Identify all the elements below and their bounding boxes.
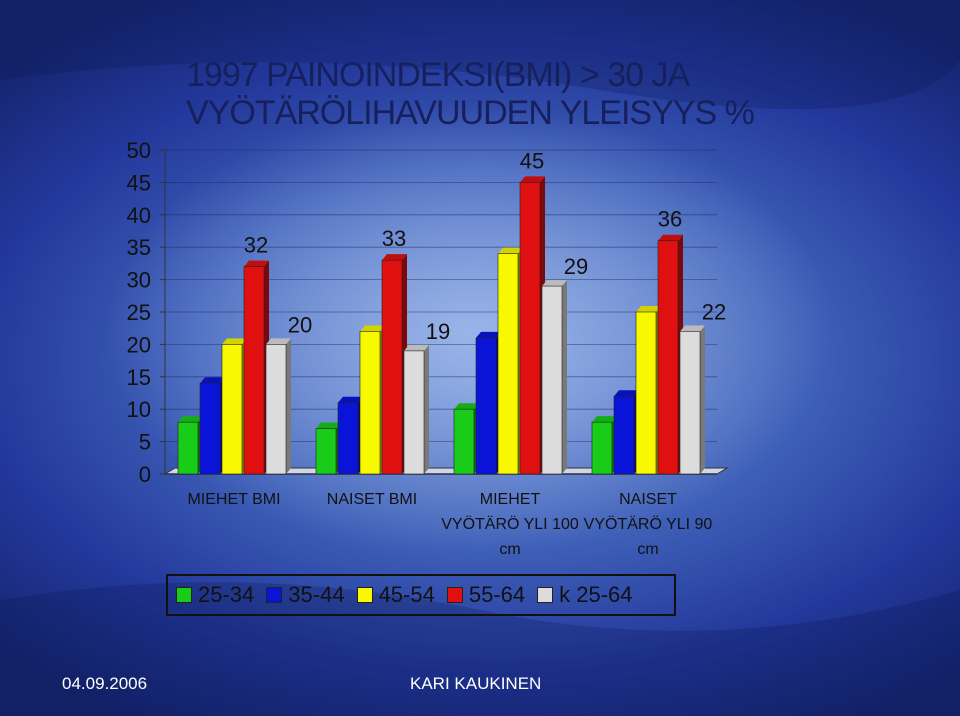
y-tick-label: 35 — [127, 235, 151, 260]
data-label: 45 — [520, 148, 544, 173]
legend-swatch — [446, 587, 463, 603]
y-tick-label: 45 — [127, 170, 151, 195]
x-category-label: MIEHET — [480, 491, 541, 508]
bar-top — [592, 416, 617, 423]
bar — [453, 408, 475, 475]
bar-top — [476, 331, 501, 338]
legend-label: k 25-64 — [559, 582, 633, 607]
bar — [199, 382, 221, 475]
x-category-label: VYÖTÄRÖ YLI 100 — [441, 515, 579, 533]
y-tick-label: 25 — [127, 300, 151, 325]
legend-label: 25-34 — [198, 582, 255, 607]
slide-title: 1997 PAINOINDEKSI(BMI) > 30 JA VYÖTÄRÖLI… — [186, 56, 886, 132]
data-label: 20 — [288, 312, 312, 337]
title-line-2: VYÖTÄRÖLIHAVUUDEN YLEISYYS % — [186, 94, 755, 132]
slide-author: KARI KAUKINEN — [410, 674, 542, 693]
title-line-1: 1997 PAINOINDEKSI(BMI) > 30 JA — [186, 56, 690, 94]
data-label: 19 — [426, 319, 450, 344]
bar-top — [680, 325, 705, 332]
bar-side — [286, 338, 291, 474]
data-label: 22 — [702, 299, 726, 324]
bar — [519, 182, 541, 475]
bar — [381, 259, 403, 475]
y-tick-label: 20 — [127, 332, 151, 357]
bar — [657, 240, 679, 475]
y-tick-label: 15 — [127, 365, 151, 390]
bar-top — [542, 280, 567, 287]
bar — [403, 350, 425, 475]
bar — [635, 311, 657, 475]
bar-top — [178, 416, 203, 423]
bar — [679, 331, 701, 475]
bar-side — [700, 325, 705, 474]
x-category-label: MIEHET BMI — [187, 491, 280, 508]
bar-top — [338, 396, 363, 403]
bar-top — [498, 247, 523, 254]
bar-top — [266, 338, 291, 345]
bar-top — [636, 306, 661, 312]
bar-top — [244, 260, 269, 267]
bar — [221, 344, 243, 475]
bar — [591, 421, 613, 475]
bar-top — [454, 403, 479, 410]
bar — [177, 421, 199, 475]
x-category-label: cm — [499, 541, 520, 558]
legend-swatch — [176, 587, 192, 603]
y-tick-label: 50 — [127, 138, 151, 163]
bar-top — [222, 338, 247, 345]
legend-item: 55-64 — [446, 582, 526, 608]
legend-label: 35-44 — [288, 582, 345, 607]
legend-swatch — [537, 587, 554, 603]
data-label: 36 — [658, 207, 682, 232]
legend-item: k 25-64 — [537, 582, 633, 608]
bar-top — [382, 254, 407, 261]
legend-item: 25-34 — [176, 582, 254, 608]
legend-item: 35-44 — [266, 582, 345, 608]
bar — [265, 344, 287, 475]
legend-label: 55-64 — [468, 582, 526, 607]
legend-swatch — [356, 587, 373, 603]
chart-legend: 25-34 35-44 45-54 55-64 k 25-64 — [166, 574, 676, 616]
legend-item: 45-54 — [356, 582, 435, 608]
data-label: 29 — [564, 254, 588, 279]
bar-top — [316, 422, 341, 429]
bar-top — [520, 176, 545, 183]
bar — [315, 428, 337, 475]
bar-top — [200, 377, 225, 384]
bar — [613, 395, 635, 475]
bar — [497, 253, 519, 475]
bar-side — [424, 344, 429, 474]
bar-top — [360, 325, 385, 332]
bar — [243, 266, 265, 475]
bar-top — [614, 390, 639, 397]
y-tick-label: 40 — [127, 203, 151, 228]
data-label: 32 — [244, 233, 268, 258]
x-category-label: VYÖTÄRÖ YLI 90 — [584, 515, 713, 533]
bar — [541, 285, 563, 475]
bar — [337, 402, 359, 475]
bar — [359, 331, 381, 475]
x-category-label: cm — [637, 541, 658, 558]
x-category-label: NAISET BMI — [327, 491, 417, 508]
x-category-label: NAISET — [619, 491, 677, 508]
legend-swatch — [266, 587, 283, 603]
bar-top — [404, 344, 429, 351]
bar — [475, 337, 497, 475]
slide-date: 04.09.2006 — [62, 674, 148, 693]
bar-side — [562, 280, 567, 474]
y-tick-label: 10 — [127, 397, 151, 422]
y-tick-label: 5 — [139, 430, 151, 455]
bar-top — [658, 234, 683, 241]
y-tick-label: 0 — [139, 462, 151, 487]
data-label: 33 — [382, 226, 406, 251]
legend-label: 45-54 — [378, 582, 435, 607]
y-tick-label: 30 — [127, 268, 151, 293]
